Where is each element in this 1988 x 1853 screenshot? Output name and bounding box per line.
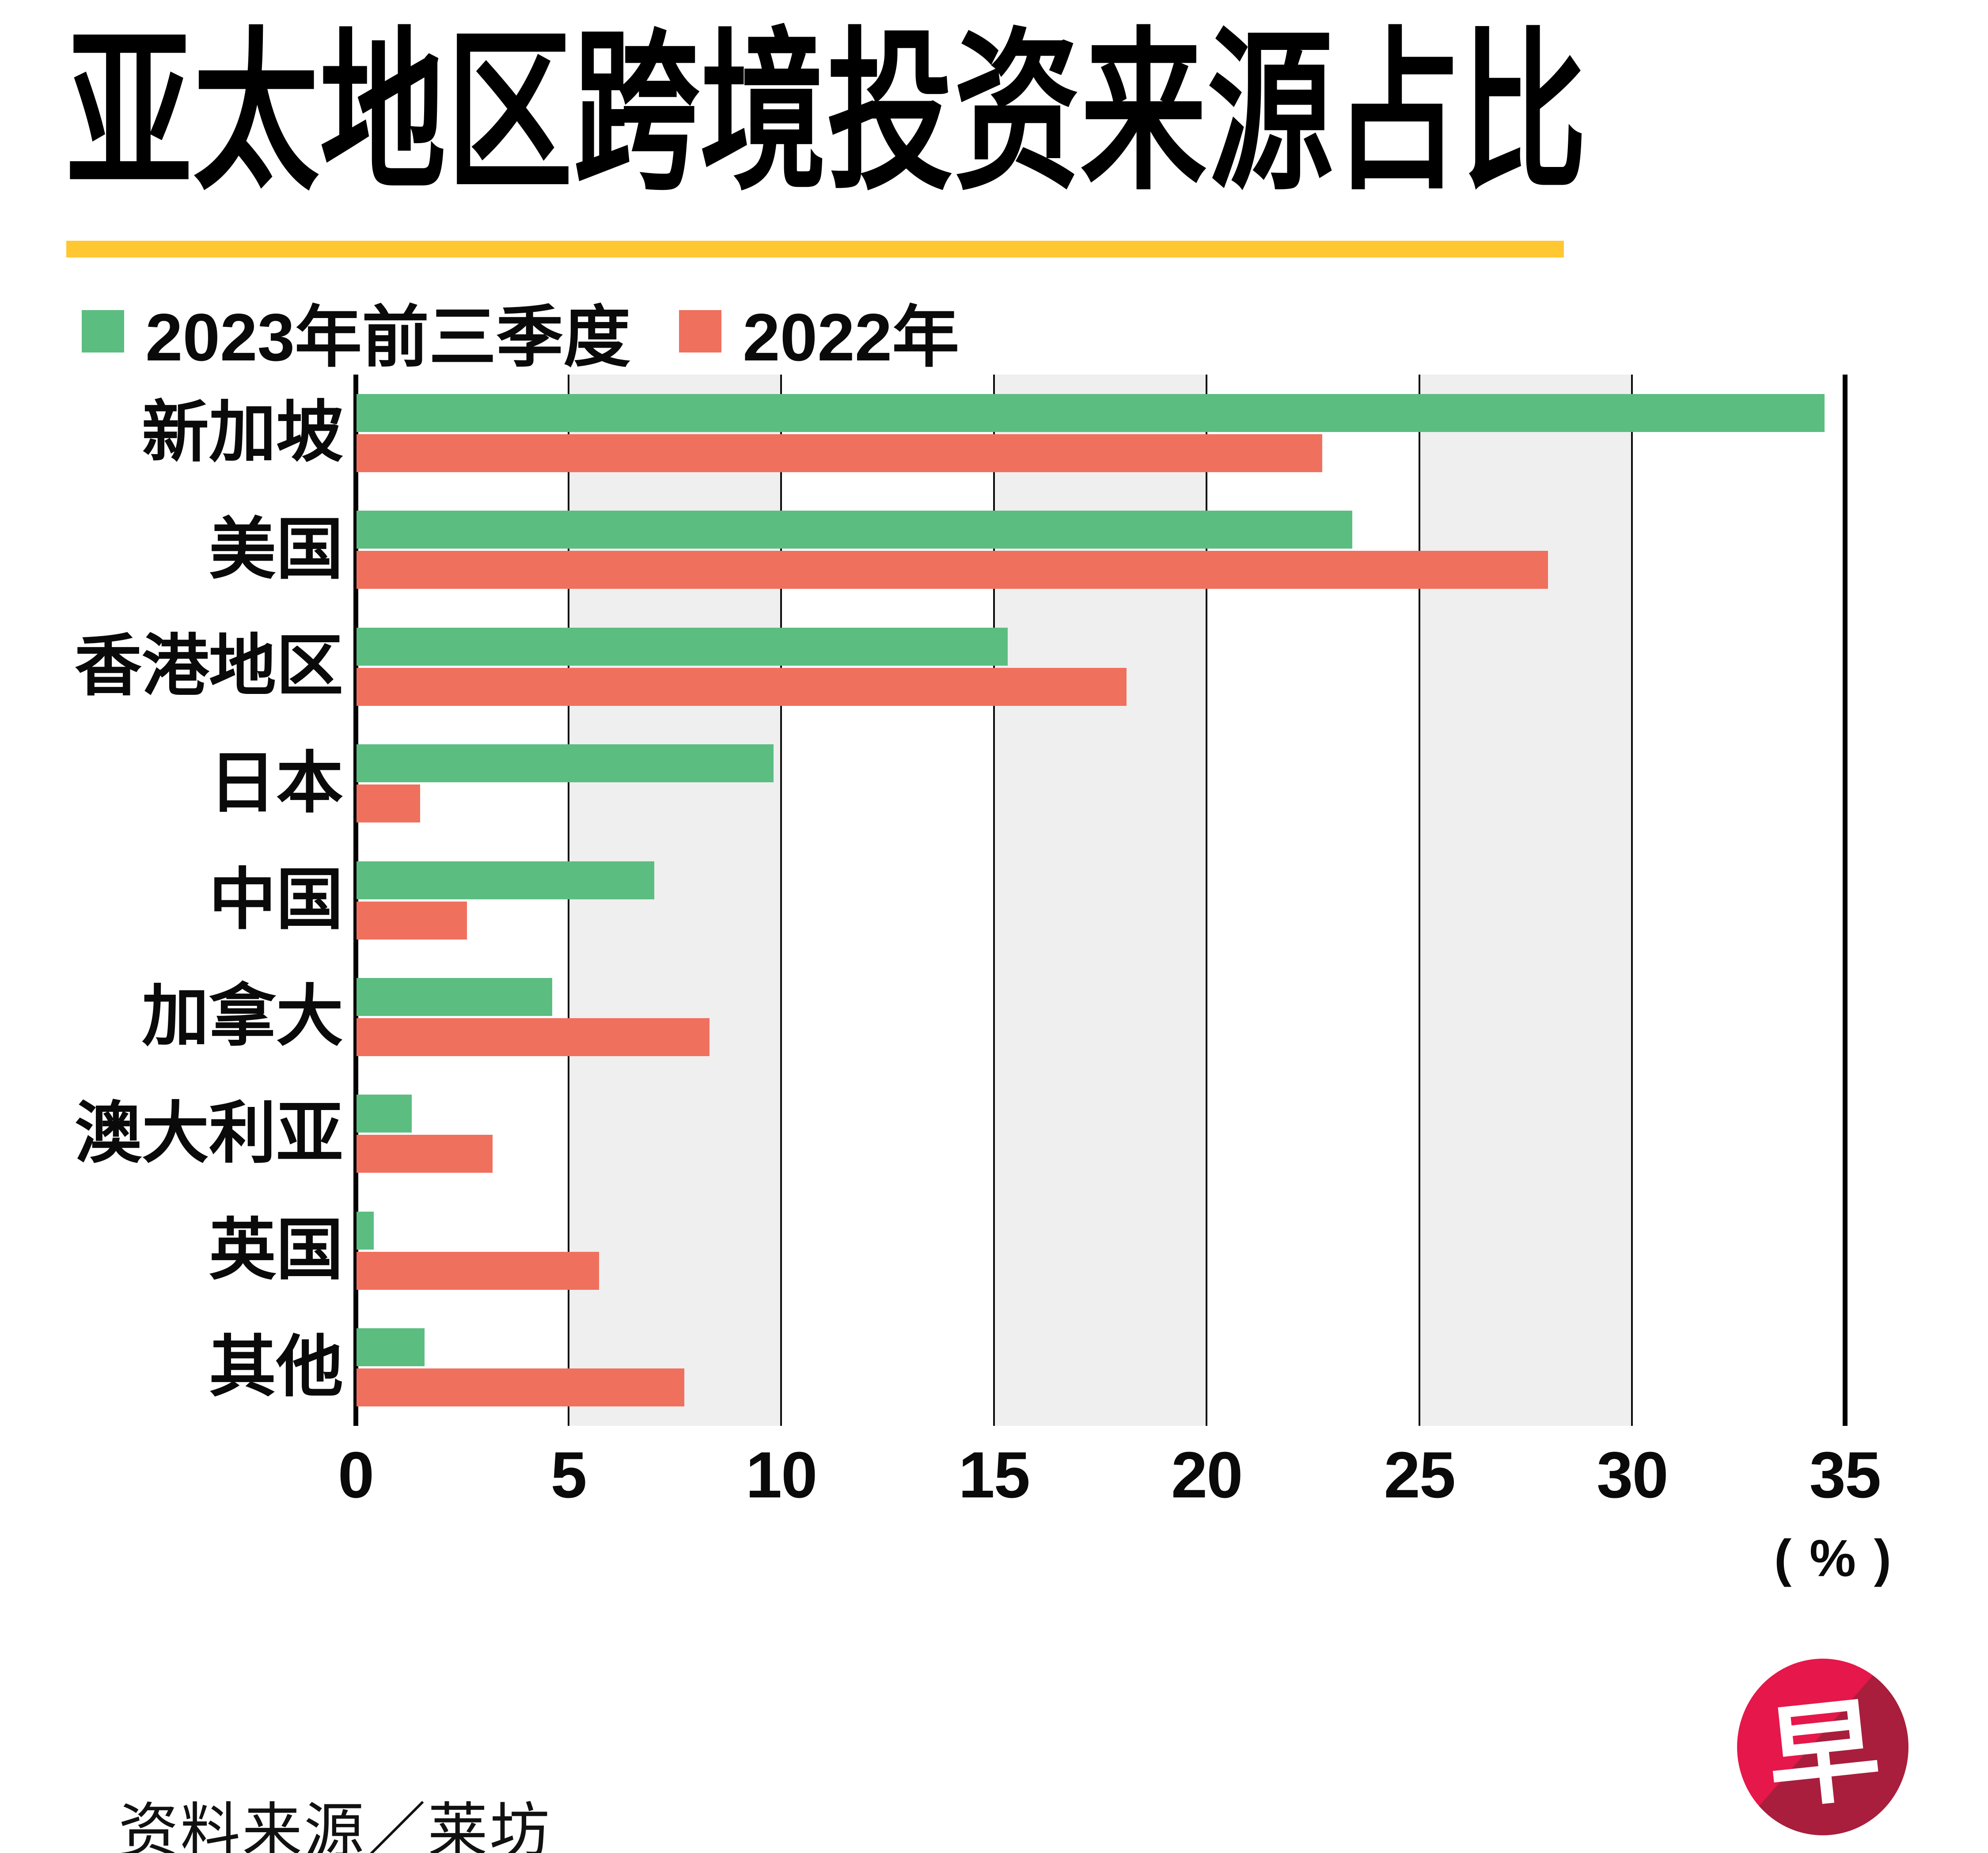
percent-unit-label: ( % ) [1774, 1529, 1893, 1588]
legend-label-2023: 2023年前三季度 [145, 300, 631, 375]
bar-2022 [357, 784, 421, 823]
legend-swatch-2023 [82, 310, 124, 352]
bar-2023 [357, 1211, 374, 1250]
gridline [1418, 375, 1420, 1426]
gridline [780, 375, 782, 1426]
category-label: 加拿大 [142, 980, 343, 1054]
bar-2022 [357, 1251, 599, 1290]
x-tick-label: 0 [338, 1439, 374, 1512]
bar-2023 [357, 511, 1352, 549]
gridline [993, 375, 995, 1426]
category-label: 其他 [209, 1330, 343, 1405]
zaobao-logo: 早 [1737, 1659, 1908, 1835]
category-label: 日本 [209, 746, 343, 821]
axis-shaded-band [568, 375, 782, 1426]
bar-2022 [357, 901, 467, 940]
x-tick-label: 35 [1809, 1439, 1882, 1512]
gridline [1206, 375, 1208, 1426]
bar-2022 [357, 1368, 684, 1407]
bar-2022 [357, 1018, 710, 1056]
category-label: 香港地区 [75, 629, 343, 704]
x-tick-label: 15 [958, 1439, 1030, 1512]
category-label: 澳大利亚 [75, 1096, 343, 1171]
category-label: 美国 [209, 512, 343, 587]
axis-line [1842, 375, 1848, 1426]
gridline [1631, 375, 1633, 1426]
bar-2023 [357, 627, 1008, 666]
title-underline [66, 241, 1564, 258]
axis-shaded-band [994, 375, 1207, 1426]
bar-2023 [357, 861, 655, 899]
bar-2023 [357, 978, 553, 1016]
legend: 2023年前三季度 2022年 [82, 283, 959, 380]
bar-2023 [357, 744, 774, 783]
x-tick-label: 5 [550, 1439, 587, 1512]
source-note: 资料来源／莱坊 [118, 1797, 551, 1853]
category-label: 英国 [209, 1213, 343, 1288]
bar-2023 [357, 1328, 425, 1367]
bar-2022 [357, 434, 1323, 472]
x-tick-label: 30 [1597, 1439, 1669, 1512]
bar-2022 [357, 551, 1548, 589]
page-title: 亚太地区跨境投资来源占比 [66, 16, 1588, 210]
gridline [567, 375, 569, 1426]
category-label: 中国 [209, 863, 343, 937]
x-tick-label: 10 [745, 1439, 818, 1512]
bar-2023 [357, 1095, 412, 1133]
x-tick-label: 20 [1171, 1439, 1243, 1512]
legend-label-2022: 2022年 [743, 300, 960, 375]
zaobao-logo-character: 早 [1761, 1687, 1886, 1823]
axis-shaded-band [1419, 375, 1632, 1426]
axis-line [353, 375, 358, 1426]
legend-swatch-2022 [679, 310, 722, 352]
category-label: 新加坡 [142, 396, 343, 470]
bar-2022 [357, 1135, 493, 1173]
bar-2022 [357, 667, 1127, 706]
x-tick-label: 25 [1384, 1439, 1456, 1512]
bar-2023 [357, 394, 1825, 432]
plot-area [353, 375, 1848, 1426]
